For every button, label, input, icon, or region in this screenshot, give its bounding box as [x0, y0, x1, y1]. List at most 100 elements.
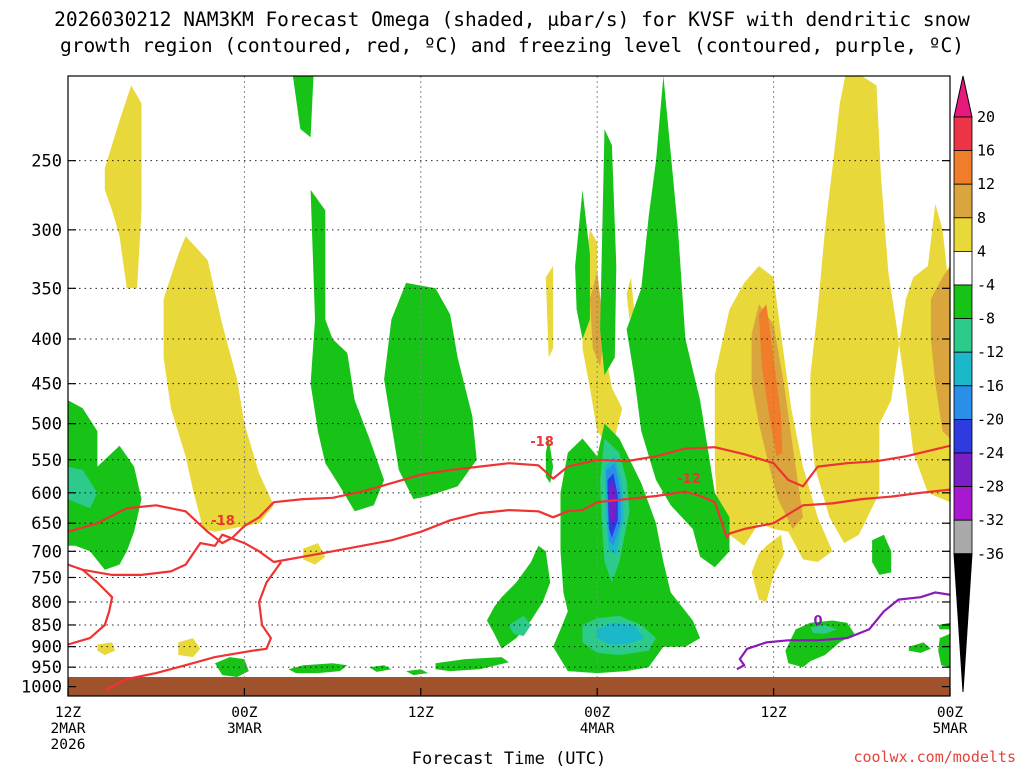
- x-tick-label-0-0: 12Z: [55, 705, 81, 721]
- omega-region-8: [97, 642, 115, 655]
- x-tick-label-60-0: 00Z: [937, 705, 963, 721]
- colorbar-label-2: 12: [977, 175, 995, 193]
- colorbar-segment-12: [953, 519, 973, 555]
- y-tick-label-300: 300: [31, 221, 62, 241]
- x-tick-label-12-1: 3MAR: [227, 721, 262, 737]
- y-tick-label-600: 600: [31, 484, 62, 504]
- x-tick-label-60-1: 5MAR: [933, 721, 968, 737]
- colorbar-label-9: -20: [977, 410, 1004, 428]
- y-tick-label-900: 900: [31, 638, 62, 658]
- omega-region-40: [597, 622, 645, 645]
- omega-region-22: [553, 423, 701, 674]
- contour-labels: -18 -18 -12 0: [211, 435, 822, 629]
- omega-region-2: [810, 76, 950, 544]
- chart-title-line-2: growth region (contoured, red, ºC) and f…: [60, 34, 964, 57]
- y-tick-label-250: 250: [31, 152, 62, 172]
- colorbar-label-0: 20: [977, 108, 995, 126]
- colorbar-label-6: -8: [977, 310, 995, 328]
- x-tick-label-48-0: 12Z: [760, 705, 786, 721]
- x-tick-label-0-2: 2026: [51, 737, 86, 753]
- plot-frame: [67, 75, 951, 697]
- colorbar-segment-8: [953, 385, 973, 420]
- colorbar-label-3: 8: [977, 209, 986, 227]
- colorbar-segment-3: [953, 217, 973, 252]
- y-tick-label-1000: 1000: [21, 678, 62, 698]
- colorbar-segment-7: [953, 351, 973, 387]
- omega-region-12: [930, 266, 950, 439]
- omega-region-19: [626, 76, 730, 568]
- omega-region-13: [589, 271, 605, 367]
- colorbar-top-arrow: [953, 75, 973, 118]
- x-tick-label-24-0: 12Z: [408, 705, 434, 721]
- colorbar-segment-1: [953, 150, 973, 185]
- colorbar-segment-11: [953, 486, 973, 521]
- y-tick-label-400: 400: [31, 330, 62, 350]
- omega-region-20: [575, 189, 590, 339]
- colorbar-label-1: 16: [977, 142, 995, 160]
- colorbar-label-12: -32: [977, 511, 1004, 529]
- colorbar-segment-4: [953, 250, 973, 286]
- colorbar-segment-10: [953, 452, 973, 487]
- contour-label-1: -18: [530, 435, 554, 450]
- colorbar-segment-6: [953, 318, 973, 353]
- y-tick-label-700: 700: [31, 542, 62, 562]
- colorbar-label-5: -4: [977, 276, 995, 294]
- contour-line-0: [68, 444, 950, 545]
- y-tick-label-550: 550: [31, 451, 62, 471]
- y-tick-label-750: 750: [31, 568, 62, 588]
- contour-line-1: [68, 488, 950, 577]
- omega-region-7: [626, 277, 634, 320]
- credit-text: coolwx.com/modelts: [853, 748, 1016, 766]
- contour-line-3: [104, 561, 282, 692]
- omega-region-15: [310, 189, 385, 512]
- colorbar-label-7: -12: [977, 343, 1004, 361]
- omega-region-35: [68, 466, 98, 509]
- colorbar-label-10: -24: [977, 444, 1004, 462]
- omega-region-17: [292, 76, 314, 138]
- y-tick-label-950: 950: [31, 658, 62, 678]
- omega-region-32: [908, 642, 931, 653]
- omega-region-26: [288, 663, 348, 674]
- y-tick-label-650: 650: [31, 514, 62, 534]
- contour-label-0: -18: [211, 514, 235, 529]
- colorbar-segment-5: [953, 284, 973, 319]
- contour-line-2: [68, 568, 114, 646]
- omega-region-14: [758, 304, 783, 457]
- omega-colorbar: 20 16 12 8 4 -4 -8 -12 -16 -20 -24 -28 -32 -36: [953, 75, 1004, 693]
- colorbar-label-8: -16: [977, 377, 1004, 395]
- omega-region-30: [785, 620, 855, 668]
- omega-region-1: [163, 236, 274, 532]
- omega-region-28: [406, 669, 429, 676]
- omega-region-38: [509, 615, 531, 636]
- x-tick-label-0-1: 2MAR: [51, 721, 86, 737]
- y-tick-label-800: 800: [31, 593, 62, 613]
- omega-region-24: [545, 438, 554, 484]
- x-tick-label-12-0: 00Z: [231, 705, 257, 721]
- chart-title-line-1: 2026030212 NAM3KM Forecast Omega (shaded…: [54, 8, 970, 31]
- colorbar-label-4: 4: [977, 242, 986, 260]
- x-tick-label-36-1: 4MAR: [580, 721, 615, 737]
- colorbar-segment-0: [953, 116, 973, 151]
- omega-region-44: [609, 483, 617, 527]
- omega-region-16: [384, 282, 477, 500]
- omega-region-0: [104, 85, 142, 289]
- colorbar-label-13: -36: [977, 545, 1004, 563]
- colorbar-bottom-arrow: [953, 553, 973, 693]
- omega-region-39: [810, 625, 837, 634]
- x-axis-label: Forecast Time (UTC): [412, 749, 606, 768]
- omega-region-9: [178, 638, 201, 658]
- y-tick-label-350: 350: [31, 279, 62, 299]
- colorbar-segment-2: [953, 183, 973, 219]
- pressure-axis: 2503003504004505005506006507007508008509…: [21, 152, 950, 698]
- contour-line-4: [736, 591, 950, 671]
- contour-label-3: 0: [813, 614, 822, 629]
- omega-region-25: [215, 657, 249, 677]
- omega-region-21: [600, 129, 617, 376]
- omega-region-31: [872, 534, 892, 575]
- colorbar-label-11: -28: [977, 478, 1004, 496]
- y-tick-label-850: 850: [31, 616, 62, 636]
- omega-region-6: [545, 266, 554, 358]
- contour-label-2: -12: [677, 472, 701, 487]
